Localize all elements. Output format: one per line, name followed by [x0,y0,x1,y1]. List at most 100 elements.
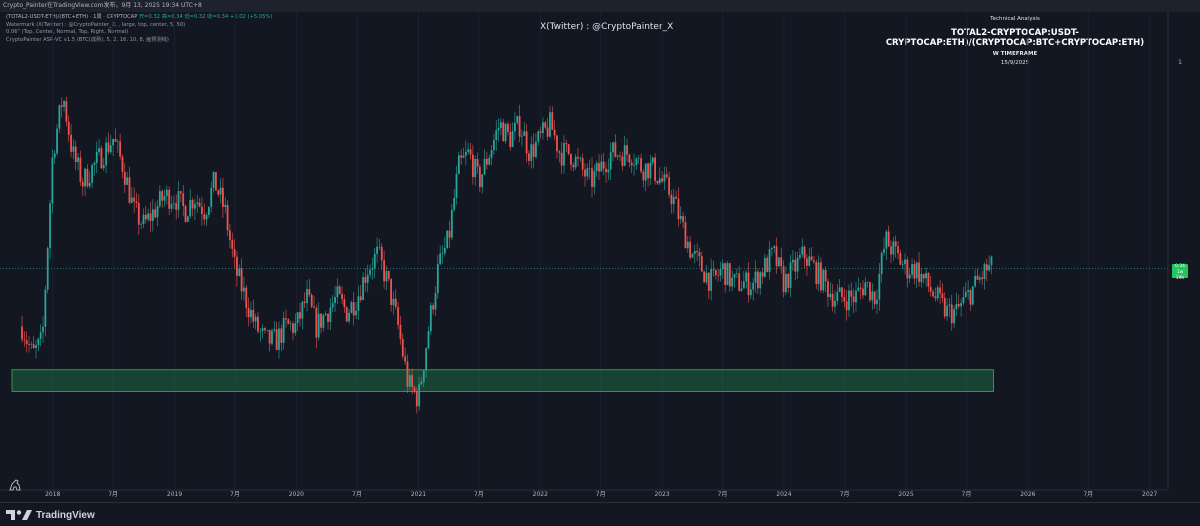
candle-down [67,121,70,135]
candle-down [471,154,474,178]
candle-down [820,262,822,291]
candle-up [607,169,610,173]
candle-down [553,129,556,136]
candle-down [518,116,521,137]
candle-up [212,172,215,188]
candle-down [756,271,759,289]
candle-down [738,273,741,291]
candle-up [282,317,285,343]
candle-down [383,260,385,282]
candle-down [845,301,848,311]
candle-up [822,269,825,291]
candle-down [813,260,815,263]
time-axis-tick: 2018 [45,491,60,498]
candle-up [691,253,694,258]
legend-ohlc: 开=0.32 高=0.34 低=0.32 收=0.34 +0.02 (+5.05… [138,14,273,20]
candle-down [320,313,322,328]
candle-down [144,214,147,220]
candle-down [154,209,157,218]
legend-indicator-3[interactable]: CryptoPainter ASR-VC v1.5 (BTC(成熟), 5, 2… [6,36,169,43]
candle-up [770,247,773,250]
candle-up [871,291,874,301]
candle-up [250,309,252,318]
last-price-tag[interactable]: 0.34 1w 19h [1172,264,1188,281]
candle-down [28,343,30,345]
candle-down [614,142,617,157]
candle-down [191,199,194,209]
candle-down [327,313,329,322]
candle-up [799,254,801,258]
time-axis-tick: 7月 [108,491,118,498]
candle-up [42,326,44,333]
candle-up [658,178,661,184]
legend-watermark-indicator[interactable]: Watermark (X(Twitter) : @CryptoPainter_X… [6,21,186,28]
candle-up [705,272,708,283]
time-axis-tick: 7月 [840,491,850,498]
candle-down [775,246,778,267]
candle-up [289,323,292,325]
candle-up [616,155,619,157]
candle-up [488,157,491,165]
candle-down [943,298,946,317]
candle-down [264,328,266,331]
candle-down [869,282,871,301]
candle-up [156,206,159,218]
candlestick-chart[interactable]: 1 2018 7月 2019 7月 2020 7月 2021 7月 2022 7月 2023 7月 20… [0,12,1200,502]
candle-up [63,101,65,107]
candle-down [675,196,678,199]
candle-up [745,272,748,282]
candle-down [313,306,315,308]
candle-up [373,253,376,269]
candle-down [957,303,960,307]
candle-down [684,222,687,249]
candle-down [287,319,290,324]
tradingview-logo[interactable]: TradingView [6,509,95,521]
legend-indicator-2[interactable]: 0.06" (Top, Center, Normal, Top, Right, … [6,29,129,36]
candle-up [109,145,112,153]
candle-up [574,156,577,168]
candle-up [56,128,58,154]
candle-up [355,310,357,316]
candle-up [633,165,635,166]
candle-up [273,329,276,331]
dino-icon[interactable] [8,478,22,492]
candle-up [238,268,241,276]
candle-down [761,272,764,277]
candle-up [49,203,51,249]
candle-down [605,168,607,173]
candle-down [551,112,554,130]
candle-up [672,196,675,205]
candle-down [698,252,701,257]
candle-up [474,159,477,178]
legend-symbol-line[interactable]: (TOTAL2-USDT-ETH)/(BTC+ETH) · 1周 · CRYPT… [6,14,272,22]
candle-up [93,162,96,166]
candle-down [626,145,628,155]
candle-down [315,307,318,338]
candle-down [168,189,171,209]
candle-down [887,231,890,247]
candle-up [920,273,923,283]
candle-up [35,345,37,349]
candle-down [60,105,63,107]
candle-up [172,203,175,205]
candle-down [717,275,720,276]
candle-up [301,301,304,319]
candle-up [385,271,388,282]
candle-up [936,287,939,299]
candle-up [497,127,500,131]
candle-up [455,173,458,198]
candle-up [978,277,981,280]
candle-up [848,290,850,311]
candle-up [834,300,836,307]
candle-down [621,156,624,166]
candle-down [696,251,699,253]
candle-down [572,164,575,168]
candle-up [742,281,745,289]
candle-up [651,157,654,163]
candle-up [637,158,640,159]
candle-up [801,246,804,255]
candle-down [114,138,117,142]
candle-up [866,282,869,283]
candle-up [457,155,460,174]
time-axis-tick: 7月 [718,491,728,498]
